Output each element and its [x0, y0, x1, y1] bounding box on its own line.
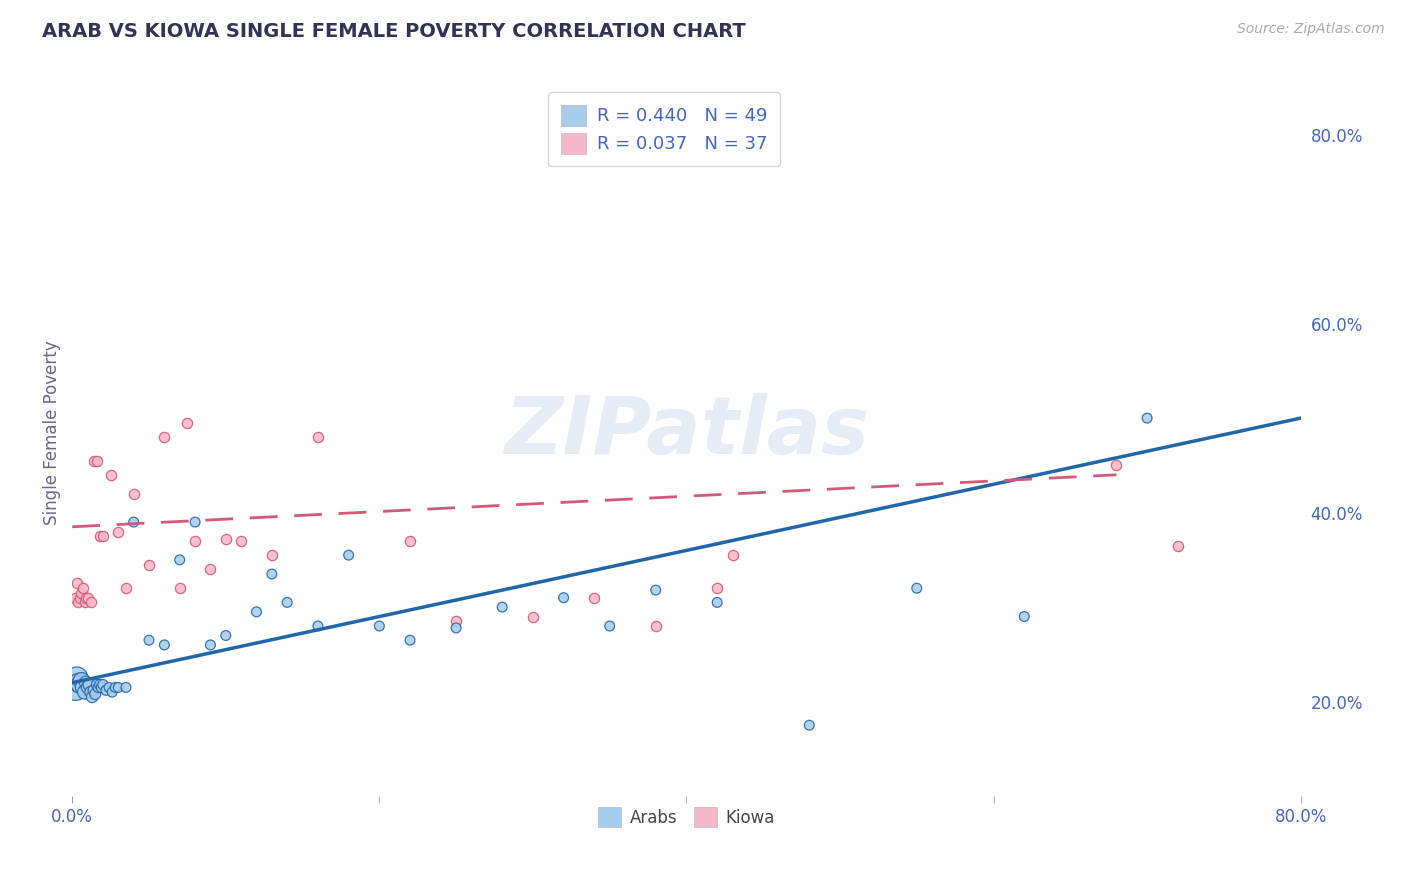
Point	[69, 677, 91, 691]
Point	[491, 600, 513, 615]
Point	[83, 453, 105, 467]
Point	[76, 681, 98, 695]
Point	[69, 591, 91, 605]
Point	[706, 581, 728, 595]
Point	[94, 683, 117, 698]
Point	[87, 681, 110, 695]
Point	[65, 591, 87, 605]
Point	[307, 619, 329, 633]
Point	[644, 619, 666, 633]
Point	[184, 533, 207, 548]
Point	[599, 619, 621, 633]
Point	[706, 595, 728, 609]
Point	[215, 532, 238, 546]
Point	[1136, 411, 1159, 425]
Point	[176, 416, 198, 430]
Point	[67, 675, 90, 690]
Point	[98, 681, 121, 695]
Text: ARAB VS KIOWA SINGLE FEMALE POVERTY CORRELATION CHART: ARAB VS KIOWA SINGLE FEMALE POVERTY CORR…	[42, 22, 747, 41]
Point	[77, 677, 100, 691]
Point	[138, 633, 160, 648]
Point	[553, 591, 575, 605]
Point	[75, 591, 97, 605]
Text: ZIPatlas: ZIPatlas	[503, 393, 869, 471]
Point	[337, 548, 360, 562]
Point	[65, 681, 87, 695]
Point	[169, 581, 191, 595]
Point	[444, 621, 467, 635]
Point	[444, 615, 467, 629]
Point	[79, 595, 101, 609]
Point	[231, 533, 253, 548]
Point	[522, 609, 544, 624]
Point	[905, 581, 928, 595]
Point	[260, 548, 283, 562]
Point	[1167, 539, 1189, 553]
Point	[101, 685, 124, 699]
Point	[138, 558, 160, 572]
Point	[200, 562, 222, 576]
Point	[153, 638, 176, 652]
Text: Source: ZipAtlas.com: Source: ZipAtlas.com	[1237, 22, 1385, 37]
Point	[90, 681, 112, 695]
Point	[169, 553, 191, 567]
Point	[721, 548, 744, 562]
Point	[79, 685, 101, 699]
Point	[72, 581, 94, 595]
Point	[84, 687, 107, 701]
Point	[66, 671, 89, 685]
Point	[399, 633, 422, 648]
Point	[72, 681, 94, 695]
Point	[122, 515, 145, 529]
Point	[644, 583, 666, 598]
Point	[70, 673, 93, 688]
Point	[276, 595, 298, 609]
Point	[122, 487, 145, 501]
Point	[245, 605, 267, 619]
Point	[107, 681, 129, 695]
Y-axis label: Single Female Poverty: Single Female Poverty	[44, 340, 60, 524]
Point	[307, 430, 329, 444]
Point	[583, 591, 606, 605]
Point	[1012, 609, 1035, 624]
Point	[86, 677, 108, 691]
Point	[100, 467, 122, 482]
Point	[215, 628, 238, 642]
Point	[82, 690, 104, 704]
Point	[104, 681, 127, 695]
Point	[66, 576, 89, 591]
Legend: Arabs, Kiowa: Arabs, Kiowa	[589, 799, 783, 835]
Point	[260, 567, 283, 582]
Point	[1105, 458, 1128, 473]
Point	[73, 685, 96, 699]
Point	[73, 595, 96, 609]
Point	[115, 581, 138, 595]
Point	[89, 529, 111, 543]
Point	[368, 619, 391, 633]
Point	[399, 533, 422, 548]
Point	[75, 675, 97, 690]
Point	[91, 677, 114, 691]
Point	[91, 529, 114, 543]
Point	[76, 591, 98, 605]
Point	[83, 683, 105, 698]
Point	[86, 453, 108, 467]
Point	[67, 595, 90, 609]
Point	[153, 430, 176, 444]
Point	[89, 677, 111, 691]
Point	[107, 524, 129, 539]
Point	[200, 638, 222, 652]
Point	[799, 718, 821, 732]
Point	[70, 586, 93, 600]
Point	[184, 515, 207, 529]
Point	[115, 681, 138, 695]
